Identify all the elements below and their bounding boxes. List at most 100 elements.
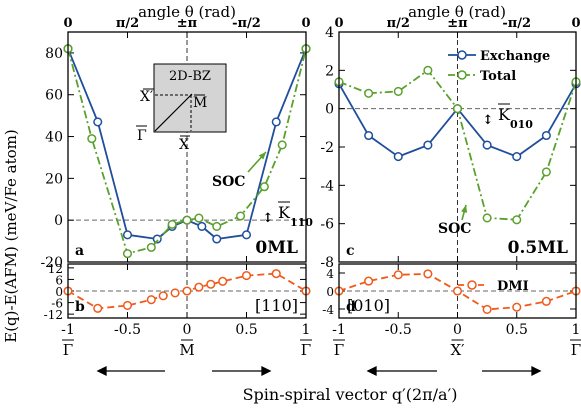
panel-frame	[67, 31, 307, 263]
data-point-dmi	[182, 286, 192, 296]
data-point-total	[393, 86, 403, 96]
y-tick-label: 4	[325, 25, 334, 41]
data-point-exchange	[512, 152, 522, 162]
k-arrow: ↕	[483, 113, 494, 128]
top-tick-label: 0	[63, 16, 72, 31]
data-point-dmi	[218, 276, 228, 286]
top-tick-label: 0	[334, 16, 343, 31]
panel-label: b	[75, 299, 85, 315]
data-point-total	[87, 134, 97, 144]
legend-dmi-marker	[467, 280, 477, 290]
y-tick-label: 20	[45, 171, 63, 187]
k-subscript: 010	[510, 118, 533, 131]
top-axis-title-right: angle θ (rad)	[408, 3, 506, 21]
layer-label: 0ML	[255, 238, 298, 258]
x-axis-label: Spin-spiral vector q′(2π/a′)	[243, 385, 458, 404]
y-axis-label: E(q)-E(AFM) (meV/Fe atom)	[2, 129, 20, 343]
soc-arrowhead	[258, 152, 266, 160]
symmetry-point-label: X′	[450, 341, 465, 359]
y-tick-label: 0	[55, 285, 63, 299]
data-point-dmi	[364, 276, 374, 286]
y-tick-label: 4	[326, 267, 334, 281]
data-point-dmi	[423, 269, 433, 279]
x-tick-label: 0.5	[506, 322, 528, 338]
data-point-dmi	[271, 269, 281, 279]
data-point-total	[236, 211, 246, 221]
data-point-dmi	[194, 282, 204, 292]
bz-inset: 2D-BZ X′ M Γ X	[136, 63, 227, 153]
data-point-dmi	[170, 288, 180, 298]
direction-label: [010]	[347, 296, 390, 315]
direction-label: [110]	[255, 296, 298, 315]
direction-arrows	[96, 365, 542, 377]
symmetry-point-label: M	[179, 341, 194, 359]
x-tick-label: 0	[453, 322, 462, 338]
data-point-exchange	[393, 152, 403, 162]
x-tick-label: -0.5	[114, 322, 141, 338]
bz-label-xprime: X′	[140, 89, 153, 105]
symmetry-point-label: Γ	[63, 341, 73, 359]
legend-exchange-marker	[457, 50, 467, 60]
data-point-exchange	[122, 230, 133, 240]
panel-label: d	[346, 299, 356, 315]
y-tick-label: 0	[325, 102, 334, 118]
data-point-total	[423, 65, 433, 75]
data-point-exchange	[271, 117, 281, 127]
data-point-total	[122, 249, 133, 259]
data-point-dmi	[93, 303, 103, 313]
data-point-exchange	[152, 234, 162, 244]
top-tick-label: π/2	[116, 16, 139, 31]
y-tick-label: -6	[51, 297, 63, 311]
soc-label: SOC	[438, 221, 471, 237]
y-tick-label: 2	[325, 63, 334, 79]
x-tick-label: 0	[183, 322, 192, 338]
data-point-exchange	[423, 140, 433, 150]
top-tick-label: -π/2	[502, 16, 531, 31]
data-point-exchange	[197, 221, 207, 232]
k-subscript: 110	[290, 216, 313, 229]
series-line-total	[67, 48, 307, 255]
data-point-dmi	[393, 270, 403, 280]
y-tick-label: 80	[45, 46, 63, 62]
soc-label: SOC	[212, 174, 245, 190]
data-point-dmi	[541, 296, 551, 306]
data-point-total	[482, 213, 492, 223]
top-tick-label: π/2	[387, 16, 410, 31]
y-tick-label: 0	[326, 285, 334, 299]
data-point-total	[182, 215, 192, 225]
data-point-exchange	[541, 130, 551, 141]
top-tick-label: 0	[571, 16, 580, 31]
y-tick-label: 0	[54, 213, 63, 229]
x-tick-label: 0.5	[235, 322, 257, 338]
panel-frame	[338, 31, 577, 263]
x-tick-label: -1	[61, 322, 75, 338]
x-tick-label: -0.5	[385, 322, 412, 338]
data-point-total	[194, 213, 204, 223]
data-point-dmi	[452, 286, 463, 296]
y-tick-label: -12	[44, 308, 63, 322]
data-point-dmi	[146, 295, 156, 305]
symmetry-point-label: Γ	[571, 341, 581, 359]
y-tick-label: 12	[48, 262, 63, 276]
data-point-total	[212, 221, 222, 232]
panel-label: c	[346, 243, 355, 259]
symmetry-point-label: Γ	[301, 341, 311, 359]
data-point-total	[364, 88, 374, 98]
data-point-exchange	[364, 130, 374, 141]
top-tick-label: -π/2	[232, 16, 261, 31]
legend: Exchange Total DMI	[448, 49, 550, 294]
bz-label-gamma: Γ	[137, 128, 147, 144]
legend-total-marker	[457, 70, 467, 80]
x-tick-label: 1	[302, 322, 311, 338]
y-tick-label: 60	[45, 88, 63, 104]
data-point-total	[167, 219, 177, 229]
top-axis-title-left: angle θ (rad)	[138, 3, 236, 21]
top-tick-label: 0	[301, 16, 310, 31]
soc-arrowhead	[461, 205, 468, 213]
y-tick-label: -4	[320, 178, 334, 194]
data-point-total	[541, 167, 551, 177]
legend-total-label: Total	[480, 69, 516, 84]
y-tick-label: 6	[55, 273, 63, 287]
